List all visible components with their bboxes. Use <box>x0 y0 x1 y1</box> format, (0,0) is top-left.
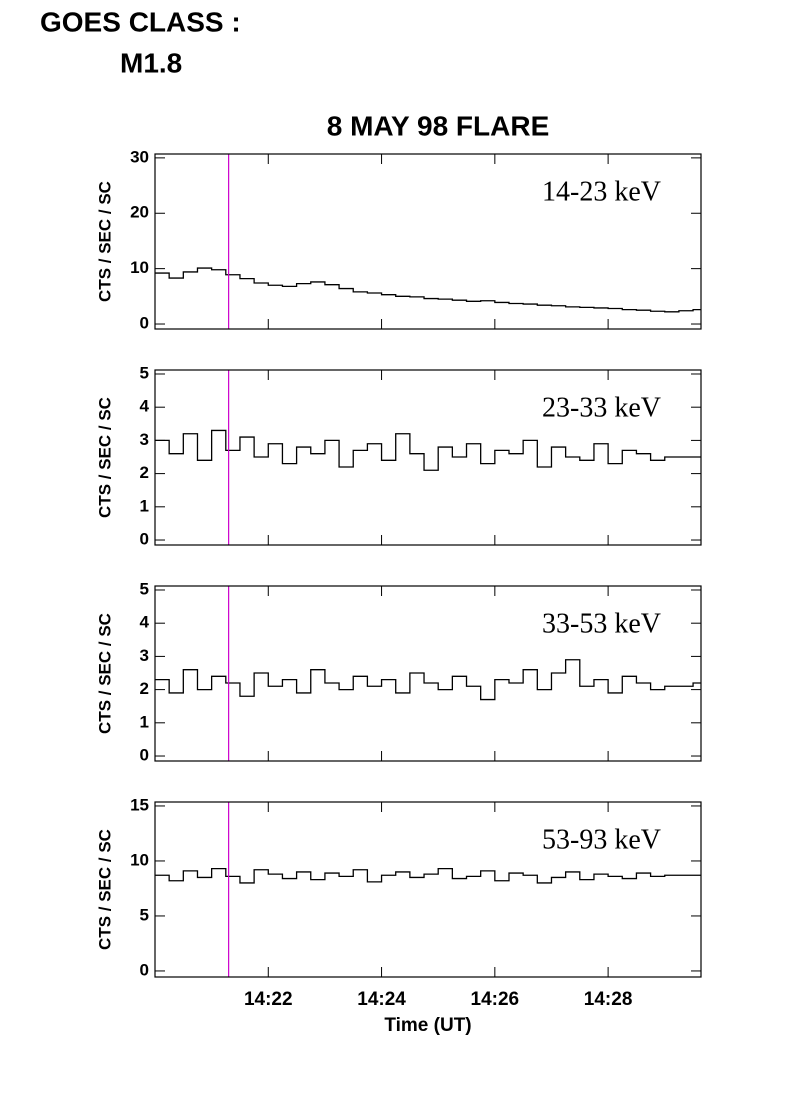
y-tick-label: 3 <box>140 646 149 665</box>
y-tick-label: 4 <box>140 397 150 416</box>
plot-frame <box>154 585 702 762</box>
y-tick-label: 5 <box>140 363 149 382</box>
goes-class-label: GOES CLASS : <box>40 6 241 37</box>
y-tick-label: 5 <box>140 579 149 598</box>
data-line <box>155 868 701 884</box>
plot-frame <box>154 153 702 330</box>
y-tick-label: 0 <box>140 314 149 333</box>
x-tick-label: 14:26 <box>471 989 520 1010</box>
chart-title: 8 MAY 98 FLARE <box>327 110 550 141</box>
y-tick-label: 0 <box>140 746 149 765</box>
y-tick-label: 10 <box>130 258 149 277</box>
data-line <box>155 267 701 313</box>
y-tick-label: 15 <box>130 795 149 814</box>
y-tick-label: 5 <box>140 905 149 924</box>
x-tick-label: 14:22 <box>244 989 293 1010</box>
y-tick-label: 30 <box>130 147 149 166</box>
x-tick-label: 14:28 <box>584 989 633 1010</box>
y-tick-label: 2 <box>140 679 149 698</box>
data-line <box>155 429 701 471</box>
plot-frame <box>154 369 702 546</box>
y-tick-label: 1 <box>140 712 149 731</box>
x-axis-label: Time (UT) <box>384 1015 471 1036</box>
x-tick-label: 14:24 <box>357 989 406 1010</box>
y-axis-label: CTS / SEC / SC <box>95 181 114 302</box>
data-line <box>155 659 701 701</box>
y-axis-label: CTS / SEC / SC <box>95 397 114 518</box>
goes-class-value: M1.8 <box>120 47 182 78</box>
y-tick-label: 4 <box>140 613 150 632</box>
y-tick-label: 2 <box>140 463 149 482</box>
y-axis-label: CTS / SEC / SC <box>95 829 114 950</box>
band-label: 14-23 keV <box>542 176 661 207</box>
band-label: 33-53 keV <box>542 608 661 639</box>
band-label: 23-33 keV <box>542 392 661 423</box>
y-tick-label: 0 <box>140 960 149 979</box>
plot-frame <box>154 801 702 978</box>
y-axis-label: CTS / SEC / SC <box>95 613 114 734</box>
y-tick-label: 10 <box>130 850 149 869</box>
band-label: 53-93 keV <box>542 824 661 855</box>
y-tick-label: 20 <box>130 203 149 222</box>
y-tick-label: 1 <box>140 496 149 515</box>
y-tick-label: 3 <box>140 430 149 449</box>
y-tick-label: 0 <box>140 530 149 549</box>
